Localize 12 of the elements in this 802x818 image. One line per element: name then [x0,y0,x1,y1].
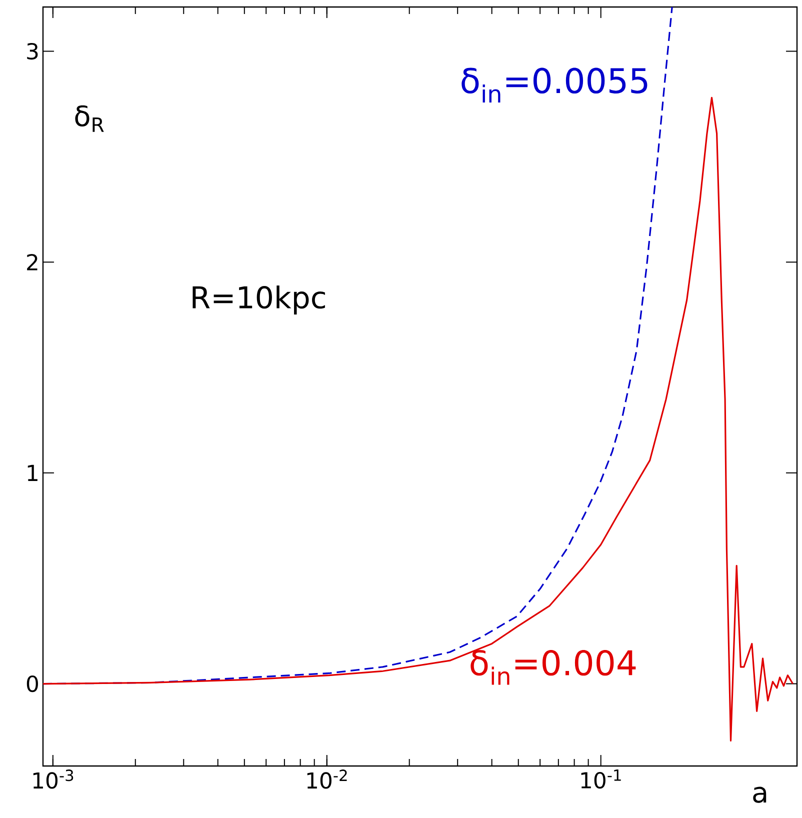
series-label: δ$_{in}$=0.004 [470,650,636,685]
x-tick-label: 10$^{-2}$ [307,770,347,789]
y-tick-label: 1 [28,464,38,481]
y-tick-label: 3 [27,42,38,60]
series-label: δ$_{in}$=0.0055 [462,68,648,103]
y-tick-label: 2 [27,254,38,270]
annotation: R=10kpc [192,285,325,314]
x-tick-label: 10$^{-3}$ [33,770,74,789]
y-axis-title: δ$_{R}$ [75,105,104,132]
y-tick-label: 0 [26,675,38,692]
x-tick-label: 10$^{-1}$ [581,770,621,789]
x-axis-title: a [753,786,766,803]
